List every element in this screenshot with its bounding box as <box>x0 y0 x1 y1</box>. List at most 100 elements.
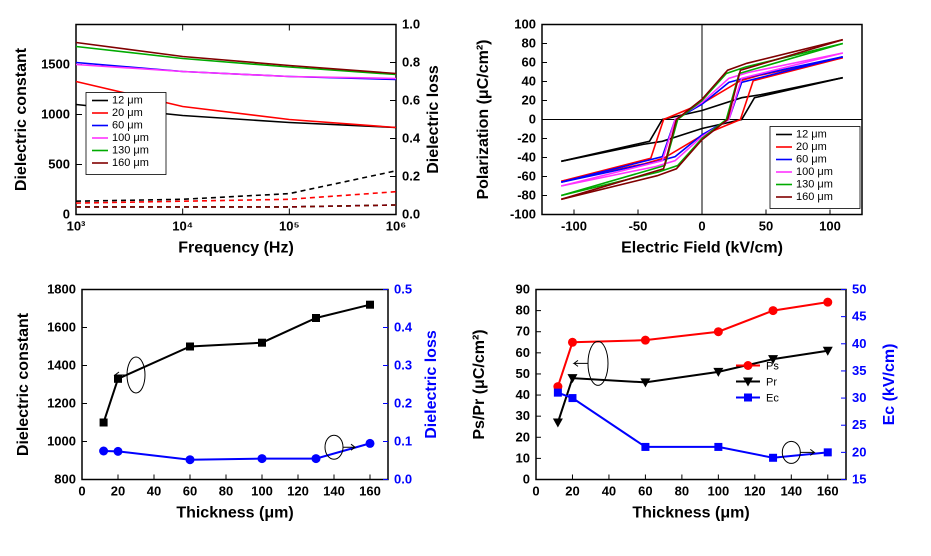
svg-text:60 μm: 60 μm <box>796 154 827 166</box>
svg-text:0: 0 <box>532 484 539 499</box>
svg-text:60: 60 <box>638 484 652 499</box>
svg-text:0: 0 <box>523 472 530 487</box>
ylabel-right: Ec (kV/cm) <box>881 344 898 426</box>
svg-text:100: 100 <box>514 17 536 32</box>
svg-text:25: 25 <box>852 417 866 432</box>
xlabel: Frequency (Hz) <box>178 240 294 257</box>
panel-top-right: -100-50050100-100-80-60-40-2002040608010… <box>464 10 924 275</box>
svg-text:20 μm: 20 μm <box>796 141 827 153</box>
svg-text:100: 100 <box>251 484 273 499</box>
xlabel: Thickness (μm) <box>632 505 749 522</box>
svg-text:15: 15 <box>852 472 866 487</box>
svg-text:80: 80 <box>516 303 530 318</box>
svg-text:0: 0 <box>698 219 705 234</box>
svg-text:160: 160 <box>359 484 381 499</box>
svg-text:20: 20 <box>522 93 536 108</box>
svg-text:20: 20 <box>852 444 866 459</box>
svg-text:45: 45 <box>852 309 866 324</box>
svg-text:20: 20 <box>516 429 530 444</box>
svg-text:60: 60 <box>522 55 536 70</box>
svg-text:Pr: Pr <box>766 377 777 389</box>
svg-text:40: 40 <box>602 484 616 499</box>
ylabel-left: Ps/Pr (μC/cm²) <box>471 329 488 439</box>
svg-text:40: 40 <box>516 387 530 402</box>
ylabel-left: Dielectric constant <box>13 47 30 191</box>
svg-text:60 μm: 60 μm <box>112 120 143 132</box>
svg-text:10⁵: 10⁵ <box>279 219 300 234</box>
svg-text:-40: -40 <box>517 150 536 165</box>
svg-text:160 μm: 160 μm <box>112 157 149 169</box>
svg-text:40: 40 <box>852 336 866 351</box>
svg-text:1400: 1400 <box>47 358 76 373</box>
svg-text:80: 80 <box>522 36 536 51</box>
svg-text:40: 40 <box>522 74 536 89</box>
chart-pspr-ec-vs-thickness: 0204060801001201401600102030405060708090… <box>464 275 924 540</box>
svg-text:140: 140 <box>323 484 345 499</box>
svg-text:10: 10 <box>516 450 530 465</box>
svg-text:Ps: Ps <box>766 361 779 373</box>
svg-text:20: 20 <box>565 484 579 499</box>
svg-text:160 μm: 160 μm <box>796 191 833 203</box>
xlabel: Electric Field (kV/cm) <box>621 240 783 257</box>
svg-text:0.2: 0.2 <box>394 396 412 411</box>
svg-text:500: 500 <box>48 157 70 172</box>
svg-text:0.3: 0.3 <box>394 358 412 373</box>
svg-text:-60: -60 <box>517 169 536 184</box>
chart-dielectric-vs-frequency: 10³10⁴10⁵10⁶0500100015000.00.20.40.60.81… <box>4 10 464 275</box>
svg-text:30: 30 <box>516 408 530 423</box>
svg-text:800: 800 <box>54 472 76 487</box>
svg-text:20: 20 <box>111 484 125 499</box>
svg-text:100: 100 <box>708 484 730 499</box>
svg-text:0.8: 0.8 <box>402 55 420 70</box>
svg-text:1600: 1600 <box>47 320 76 335</box>
svg-text:Ec: Ec <box>766 393 779 405</box>
svg-text:10⁴: 10⁴ <box>172 219 193 234</box>
svg-text:40: 40 <box>147 484 161 499</box>
svg-text:50: 50 <box>759 219 773 234</box>
chart-dielectric-vs-thickness: 0204060801001201401608001000120014001600… <box>4 275 464 540</box>
svg-text:-50: -50 <box>629 219 648 234</box>
svg-text:70: 70 <box>516 324 530 339</box>
chart-polarization-vs-field: -100-50050100-100-80-60-40-2002040608010… <box>464 10 924 275</box>
svg-text:1200: 1200 <box>47 396 76 411</box>
svg-text:80: 80 <box>219 484 233 499</box>
svg-text:1000: 1000 <box>47 434 76 449</box>
svg-text:0.1: 0.1 <box>394 434 412 449</box>
ylabel-right: Dielectric loss <box>425 65 442 174</box>
svg-text:100 μm: 100 μm <box>796 166 833 178</box>
svg-text:0.5: 0.5 <box>394 282 412 297</box>
panel-top-left: 10³10⁴10⁵10⁶0500100015000.00.20.40.60.81… <box>4 10 464 275</box>
svg-text:160: 160 <box>817 484 839 499</box>
svg-text:0.0: 0.0 <box>394 472 412 487</box>
svg-text:1500: 1500 <box>41 57 70 72</box>
svg-text:35: 35 <box>852 363 866 378</box>
panel-bottom-left: 0204060801001201401608001000120014001600… <box>4 275 464 540</box>
panel-bottom-right: 0204060801001201401600102030405060708090… <box>464 275 924 540</box>
svg-text:-100: -100 <box>561 219 587 234</box>
svg-text:0.2: 0.2 <box>402 169 420 184</box>
svg-text:0.4: 0.4 <box>402 131 421 146</box>
ylabel: Polarization (μC/cm²) <box>475 39 492 199</box>
svg-text:80: 80 <box>675 484 689 499</box>
svg-text:60: 60 <box>183 484 197 499</box>
svg-text:100 μm: 100 μm <box>112 132 149 144</box>
svg-text:30: 30 <box>852 390 866 405</box>
svg-text:0: 0 <box>529 112 536 127</box>
svg-text:140: 140 <box>780 484 802 499</box>
xlabel: Thickness (μm) <box>176 505 293 522</box>
svg-text:0: 0 <box>63 207 70 222</box>
svg-text:0.6: 0.6 <box>402 93 420 108</box>
svg-text:1.0: 1.0 <box>402 17 420 32</box>
ylabel-left: Dielectric constant <box>15 312 32 456</box>
svg-text:50: 50 <box>852 282 866 297</box>
svg-text:12 μm: 12 μm <box>112 95 143 107</box>
svg-text:50: 50 <box>516 366 530 381</box>
svg-text:0: 0 <box>78 484 85 499</box>
svg-text:100: 100 <box>819 219 841 234</box>
svg-text:130 μm: 130 μm <box>796 179 833 191</box>
ylabel-right: Dielectric loss <box>423 330 440 439</box>
svg-text:130 μm: 130 μm <box>112 145 149 157</box>
svg-text:120: 120 <box>744 484 766 499</box>
svg-text:1000: 1000 <box>41 107 70 122</box>
svg-text:-80: -80 <box>517 188 536 203</box>
